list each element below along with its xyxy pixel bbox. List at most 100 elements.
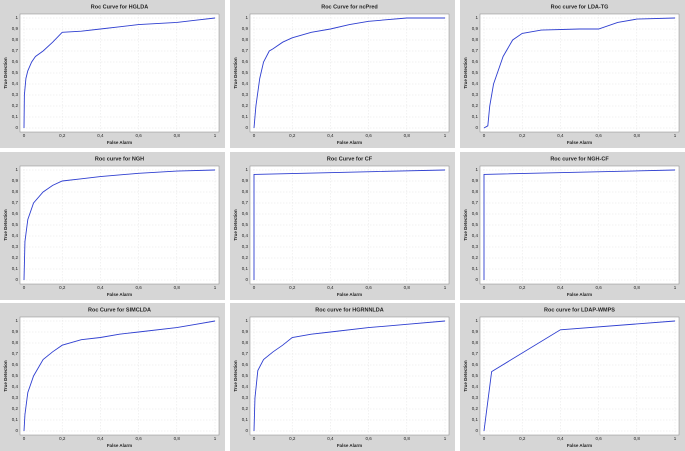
y-tick-label: 0,1 (12, 266, 19, 271)
y-tick-label: 0,8 (472, 189, 479, 194)
y-tick-label: 0,4 (12, 233, 19, 238)
y-tick-label: 0,2 (472, 255, 479, 260)
x-tick-label: 0 (483, 436, 486, 441)
roc-line (483, 169, 676, 280)
y-tick-label: 0,6 (12, 211, 19, 216)
y-tick-label: 0,2 (242, 406, 249, 411)
x-tick-label: 0,2 (289, 436, 296, 441)
y-tick-label: 0,3 (242, 395, 249, 400)
x-tick-label: 0,6 (365, 285, 372, 290)
x-tick-label: 0 (483, 133, 486, 138)
x-tick-label: 0,6 (135, 133, 142, 138)
x-tick-label: 0,8 (404, 285, 411, 290)
x-axis-label: False Alarm (567, 443, 592, 448)
y-tick-label: 0,6 (12, 59, 19, 64)
x-tick-label: 0,2 (59, 133, 66, 138)
y-tick-label: 0,8 (12, 37, 19, 42)
x-tick-label: 0,4 (97, 285, 104, 290)
x-tick-label: 0,2 (519, 436, 526, 441)
x-tick-label: 0,6 (365, 436, 372, 441)
y-tick-label: 0,3 (472, 395, 479, 400)
x-axis-label: False Alarm (337, 140, 362, 145)
y-tick-label: 0,8 (242, 340, 249, 345)
x-axis-label: False Alarm (337, 443, 362, 448)
y-tick-label: 0,2 (472, 103, 479, 108)
y-tick-label: 0,4 (242, 384, 249, 389)
y-tick-label: 0,1 (472, 114, 479, 119)
y-tick-label: 0,8 (242, 37, 249, 42)
roc-line (253, 320, 446, 432)
y-axis-label: True Detection (463, 209, 468, 241)
y-tick-label: 0,2 (12, 406, 19, 411)
y-tick-label: 0,5 (472, 70, 479, 75)
y-tick-label: 0 (475, 277, 478, 282)
x-tick-label: 0,4 (557, 285, 564, 290)
y-tick-label: 0,1 (12, 417, 19, 422)
chart-title: Roc curve for NGH (95, 156, 144, 162)
y-tick-label: 0,9 (12, 26, 19, 31)
x-tick-label: 0 (253, 436, 256, 441)
x-tick-label: 1 (444, 133, 447, 138)
x-axis-label: False Alarm (567, 292, 592, 297)
y-tick-label: 0,9 (472, 26, 479, 31)
x-tick-label: 0,2 (289, 133, 296, 138)
y-tick-label: 0,5 (472, 373, 479, 378)
y-tick-label: 0,6 (242, 59, 249, 64)
x-tick-label: 1 (674, 436, 677, 441)
x-tick-label: 0,6 (595, 436, 602, 441)
x-tick-label: 0 (23, 436, 26, 441)
y-tick-label: 0,2 (242, 255, 249, 260)
x-tick-label: 0 (23, 285, 26, 290)
x-tick-label: 0,2 (59, 436, 66, 441)
y-tick-label: 0 (475, 125, 478, 130)
y-tick-label: 0,2 (12, 255, 19, 260)
x-tick-label: 0,8 (404, 436, 411, 441)
y-tick-label: 0,7 (472, 200, 479, 205)
x-tick-label: 1 (444, 285, 447, 290)
y-tick-label: 0,2 (242, 103, 249, 108)
x-tick-label: 0,8 (174, 285, 181, 290)
y-tick-label: 0,7 (242, 351, 249, 356)
x-tick-label: 0 (253, 133, 256, 138)
x-tick-label: 0,8 (404, 133, 411, 138)
y-tick-label: 0,7 (12, 48, 19, 53)
y-tick-label: 0,7 (12, 200, 19, 205)
x-axis-label: False Alarm (107, 292, 132, 297)
x-tick-label: 1 (214, 133, 217, 138)
y-axis-label: True Detection (233, 209, 238, 241)
y-tick-label: 0,7 (242, 200, 249, 205)
y-axis-label: True Detection (463, 360, 468, 392)
roc-line (23, 17, 216, 129)
y-tick-label: 0,9 (12, 178, 19, 183)
y-tick-label: 0,6 (242, 211, 249, 216)
y-tick-label: 0,6 (472, 211, 479, 216)
chart-title: Roc Curve for HGLDA (91, 4, 148, 10)
y-tick-label: 0,9 (242, 26, 249, 31)
y-tick-label: 0,1 (472, 417, 479, 422)
y-tick-label: 0 (15, 125, 18, 130)
y-tick-label: 0,1 (472, 266, 479, 271)
x-tick-label: 0,4 (557, 133, 564, 138)
x-tick-label: 0,8 (174, 133, 181, 138)
y-tick-label: 1 (15, 15, 18, 20)
chart-title: Roc Curve for ncPred (321, 4, 378, 10)
chart-title: Roc Curve for CF (327, 156, 373, 162)
y-tick-label: 0,8 (472, 37, 479, 42)
x-tick-label: 0,6 (595, 133, 602, 138)
chart-title: Roc curve for LDAP-WMPS (544, 307, 615, 313)
x-tick-label: 0,8 (174, 436, 181, 441)
y-tick-label: 0,5 (472, 222, 479, 227)
y-axis-label: True Detection (233, 57, 238, 89)
y-tick-label: 0,2 (12, 103, 19, 108)
chart-title: Roc curve for NGH-CF (550, 156, 609, 162)
x-tick-label: 0 (483, 285, 486, 290)
y-tick-label: 0,9 (472, 178, 479, 183)
y-tick-label: 0,6 (12, 362, 19, 367)
y-tick-label: 1 (245, 15, 248, 20)
y-tick-label: 1 (475, 167, 478, 172)
y-tick-label: 0,4 (242, 81, 249, 86)
y-tick-label: 0,3 (472, 244, 479, 249)
y-tick-label: 0 (15, 428, 18, 433)
y-tick-label: 0,7 (472, 48, 479, 53)
roc-line (23, 320, 216, 432)
